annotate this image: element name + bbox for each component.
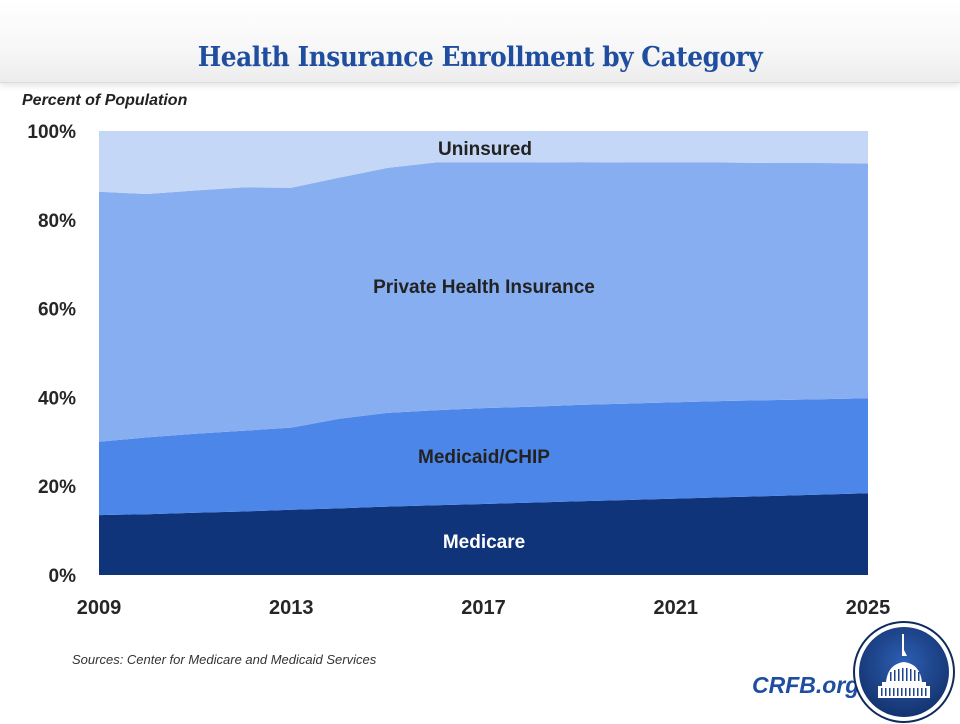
area-medicaid (99, 398, 868, 516)
area-private (99, 162, 868, 442)
area-label-private: Private Health Insurance (373, 277, 595, 298)
y-tick-label: 60% (38, 300, 76, 321)
y-tick-label: 100% (27, 122, 76, 143)
area-labels: Uninsured Private Health Insurance Medic… (373, 139, 595, 553)
y-tick-label: 20% (38, 477, 76, 498)
y-axis-title: Percent of Population (22, 92, 188, 109)
area-label-uninsured: Uninsured (438, 139, 532, 160)
x-tick-label: 2013 (269, 597, 314, 619)
x-tick-label: 2021 (654, 597, 699, 619)
area-label-medicare: Medicare (443, 532, 525, 553)
x-tick-label: 2017 (461, 597, 506, 619)
y-tick-label: 80% (38, 211, 76, 232)
area-medicare (99, 493, 868, 575)
y-axis: 0% 20% 40% 60% 80% 100% (27, 122, 76, 587)
source-note: Sources: Center for Medicare and Medicai… (72, 652, 377, 667)
y-tick-label: 0% (49, 566, 77, 587)
crfb-link[interactable]: CRFB.org (752, 672, 860, 698)
stacked-area-chart: 0%20%40%60%80%100% 2009 2013 2017 2021 2025 … (27, 122, 891, 619)
area-label-medicaid: Medicaid/CHIP (418, 447, 550, 468)
y-tick-label: 40% (38, 388, 76, 409)
area-layers (99, 131, 868, 575)
x-tick-label: 2025 (846, 597, 891, 619)
crfb-capitol-logo-icon (853, 621, 955, 723)
area-uninsured (99, 131, 868, 194)
page-title: Health Insurance Enrollment by Category (197, 42, 763, 73)
x-tick-label: 2009 (77, 597, 122, 619)
header-band (0, 0, 960, 83)
x-axis: 2009 2013 2017 2021 2025 (77, 597, 891, 619)
